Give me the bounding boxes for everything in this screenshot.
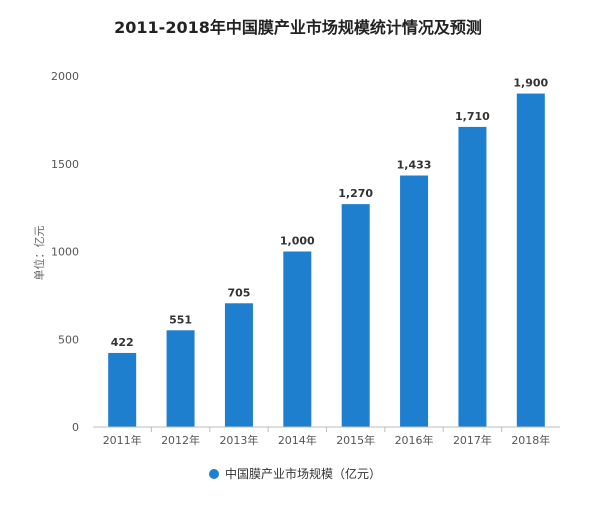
bar[interactable] [108,352,137,427]
data-label: 551 [169,313,192,326]
y-tick-label: 2000 [51,70,79,83]
data-label: 1,000 [280,235,315,248]
x-tick-label: 2016年 [395,433,434,447]
y-tick-label: 500 [58,333,79,346]
y-axis-label: 单位：亿元 [32,226,46,281]
legend-label: 中国膜产业市场规模（亿元） [225,466,381,481]
bars [108,93,545,428]
data-label: 422 [111,336,134,349]
data-label: 1,900 [513,77,548,90]
bar[interactable] [283,251,312,428]
data-label: 1,270 [338,187,373,200]
chart-title: 2011-2018年中国膜产业市场规模统计情况及预测 [114,18,482,37]
bar[interactable] [400,175,429,427]
x-tick-label: 2018年 [511,433,550,447]
x-tick-label: 2013年 [219,433,258,447]
bar[interactable] [224,303,253,427]
data-label: 1,433 [397,159,432,172]
x-axis: 2011年 2012年 2013年 2014年 2015年 2016年 2017年 2018年 [103,427,550,447]
bar[interactable] [166,330,195,427]
data-labels: 422 551 705 1,000 1,270 1,433 1,710 1,900 [111,77,549,349]
legend-swatch [209,469,219,479]
x-tick-label: 2017年 [453,433,492,447]
legend[interactable]: 中国膜产业市场规模（亿元） [209,466,381,481]
bar[interactable] [458,126,487,428]
y-tick-label: 1500 [51,158,79,171]
y-axis: 0 500 1000 1500 2000 [51,70,79,434]
y-tick-label: 1000 [51,246,79,259]
x-tick-label: 2014年 [278,433,317,447]
x-tick-label: 2015年 [336,433,375,447]
data-label: 705 [227,286,250,299]
bar[interactable] [516,93,545,428]
bar[interactable] [341,204,370,427]
x-tick-label: 2012年 [161,433,200,447]
y-tick-label: 0 [72,421,79,434]
data-label: 1,710 [455,110,490,123]
x-tick-label: 2011年 [103,433,142,447]
